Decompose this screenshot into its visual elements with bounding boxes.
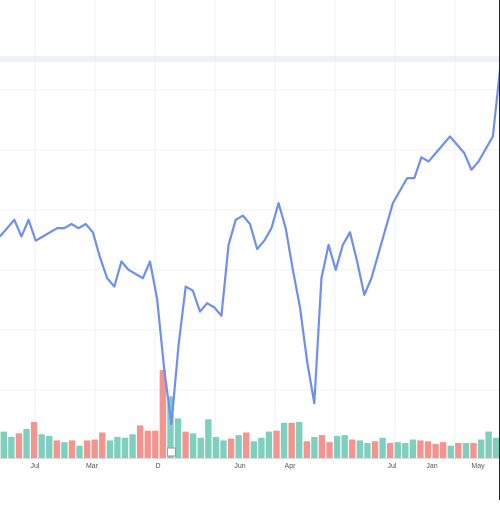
- volume-bar: [326, 442, 333, 458]
- volume-bar: [447, 445, 454, 458]
- volume-bar: [205, 419, 212, 458]
- volume-bar: [38, 434, 45, 458]
- volume-bar: [341, 435, 348, 458]
- volume-bar: [0, 431, 7, 458]
- volume-bar: [371, 441, 379, 458]
- x-tick-label: Jun: [234, 463, 245, 470]
- x-tick-label: Jul: [31, 463, 40, 470]
- volume-bar: [250, 441, 257, 458]
- volume-bar: [455, 443, 462, 458]
- x-tick-label: May: [471, 463, 485, 470]
- volume-bar: [303, 441, 311, 458]
- volume-bar: [333, 436, 341, 458]
- selected-point-marker[interactable]: [166, 447, 176, 457]
- volume-bar: [394, 442, 401, 458]
- volume-bar: [379, 437, 386, 458]
- volume-bar: [318, 435, 326, 458]
- volume-bar: [15, 433, 23, 458]
- volume-bar: [121, 437, 129, 458]
- volume-bar: [265, 431, 273, 458]
- volume-bar: [114, 436, 121, 458]
- volume-bar: [182, 431, 189, 458]
- volume-bar: [189, 433, 197, 458]
- volume-bar: [227, 438, 235, 458]
- volume-bar: [439, 442, 447, 458]
- volume-bar: [258, 437, 265, 458]
- x-tick-label: D: [155, 463, 160, 470]
- volume-bar: [197, 437, 204, 458]
- volume-bar: [417, 440, 424, 458]
- volume-bar: [493, 437, 500, 458]
- volume-bar: [23, 428, 30, 458]
- volume-bar: [280, 422, 288, 458]
- volume-bar: [311, 436, 318, 458]
- volume-bar: [129, 434, 136, 458]
- volume-bar: [220, 440, 227, 458]
- volume-bar: [243, 432, 250, 458]
- volume-bar: [53, 440, 61, 458]
- volume-bar: [409, 439, 417, 458]
- volume-bar: [402, 443, 409, 458]
- volume-bar: [485, 431, 492, 458]
- volume-bar: [136, 425, 144, 458]
- volume-bar: [30, 421, 38, 458]
- volume-bars: [0, 370, 500, 458]
- range-band: [0, 56, 500, 62]
- volume-bar: [296, 421, 303, 458]
- volume-bar: [470, 443, 477, 458]
- volume-bar: [91, 439, 98, 458]
- volume-bar: [46, 436, 53, 458]
- x-tick-label: Mar: [86, 463, 99, 470]
- volume-bar: [76, 445, 83, 458]
- grid-lines: [0, 0, 500, 458]
- volume-bar: [159, 370, 167, 458]
- volume-bar: [477, 439, 485, 458]
- volume-bar: [152, 430, 159, 458]
- volume-bar: [432, 443, 439, 458]
- volume-bar: [356, 440, 364, 458]
- volume-bar: [386, 443, 394, 458]
- volume-bar: [212, 436, 220, 458]
- volume-bar: [167, 396, 174, 458]
- price-line: [0, 69, 500, 426]
- x-tick-label: Jan: [426, 463, 437, 470]
- x-tick-label: Apr: [285, 463, 297, 470]
- volume-bar: [235, 435, 242, 458]
- volume-bar: [424, 441, 432, 458]
- volume-bar: [349, 439, 356, 458]
- volume-bar: [288, 422, 295, 458]
- x-tick-label: Jul: [388, 463, 397, 470]
- volume-bar: [462, 443, 470, 458]
- volume-bar: [61, 442, 68, 458]
- volume-bar: [174, 418, 182, 458]
- volume-bar: [83, 440, 91, 458]
- volume-bar: [144, 430, 151, 458]
- volume-bar: [99, 432, 106, 458]
- volume-bar: [68, 440, 76, 458]
- volume-bar: [273, 430, 280, 458]
- volume-bar: [106, 440, 114, 458]
- volume-bar: [364, 443, 371, 458]
- volume-bar: [8, 436, 15, 458]
